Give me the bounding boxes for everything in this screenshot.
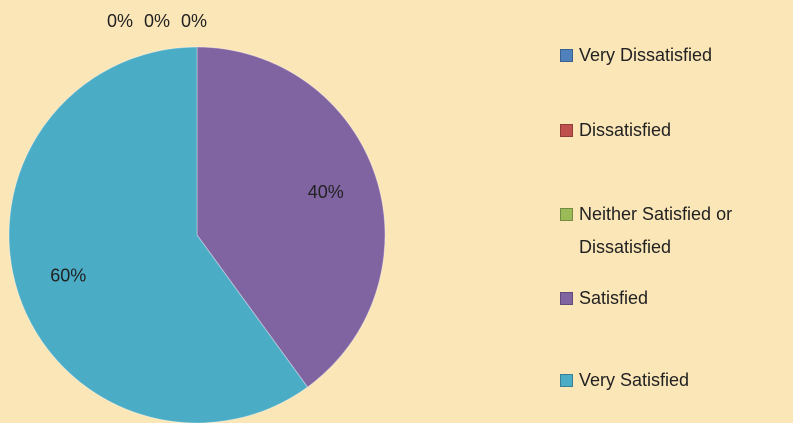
legend-item: Very Satisfied — [560, 364, 785, 397]
legend-swatch — [560, 374, 573, 387]
data-label: 60% — [50, 266, 86, 286]
data-label: 0% — [181, 11, 207, 31]
legend-label: Very Satisfied — [579, 370, 690, 390]
legend-item: Very Dissatisfied — [560, 39, 785, 72]
legend-label: Dissatisfied — [579, 120, 672, 140]
pie-slice — [8, 46, 309, 423]
legend-label: Very Dissatisfied — [579, 45, 713, 65]
data-label: 40% — [308, 182, 344, 202]
legend-swatch — [560, 49, 573, 62]
data-label: 0% — [144, 11, 170, 31]
legend-swatch — [560, 292, 573, 305]
legend-label: Satisfied — [579, 288, 649, 308]
data-label: 0% — [107, 11, 133, 31]
legend-swatch — [560, 124, 573, 137]
legend-label: Neither Satisfied or Dissatisfied — [579, 204, 733, 257]
pie-slice — [196, 46, 386, 388]
legend-item: Dissatisfied — [560, 114, 785, 147]
legend-swatch — [560, 208, 573, 221]
legend-item: Satisfied — [560, 282, 785, 315]
legend-item: Neither Satisfied or Dissatisfied — [560, 198, 785, 264]
